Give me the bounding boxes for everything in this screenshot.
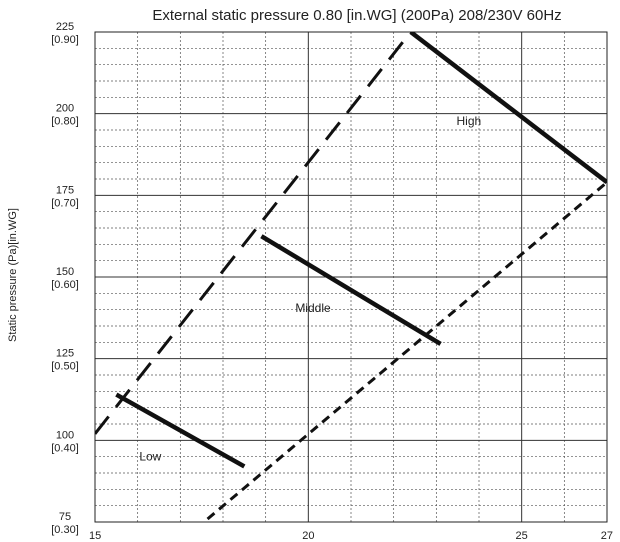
fan-line-middle	[260, 234, 442, 346]
y-tick-sublabel: [0.70]	[51, 197, 79, 209]
upper-limit-line	[95, 32, 412, 435]
fan-line-low	[115, 392, 246, 469]
major-grid	[95, 32, 607, 522]
x-tick-labels: 15 20 25 27	[89, 530, 613, 542]
y-tick-label: 75	[59, 511, 71, 523]
y-tick-label: 175	[56, 184, 74, 196]
fan-speed-lines	[115, 32, 607, 469]
fan-line-high	[409, 32, 607, 185]
y-tick-sublabel: [0.30]	[51, 524, 79, 536]
fan-label-middle: Middle	[295, 301, 331, 315]
y-tick-label: 150	[56, 266, 74, 278]
x-tick-label: 25	[516, 530, 528, 542]
lower-limit-line	[201, 181, 607, 522]
y-tick-sublabel: [0.60]	[51, 279, 79, 291]
y-tick-sublabel: [0.90]	[51, 34, 79, 46]
y-axis-label: Static pressure (Pa)[in.WG]	[7, 208, 19, 342]
limit-lines	[95, 32, 607, 522]
chart-title: External static pressure 0.80 [in.WG] (2…	[152, 7, 561, 24]
y-tick-sublabel: [0.40]	[51, 442, 79, 454]
y-tick-labels: 75[0.30]100[0.40]125[0.50]150[0.60]175[0…	[51, 21, 79, 536]
fan-label-high: High	[457, 114, 482, 128]
x-tick-label: 27	[601, 530, 613, 542]
x-tick-label: 15	[89, 530, 101, 542]
y-tick-sublabel: [0.50]	[51, 361, 79, 373]
fan-label-low: Low	[139, 450, 161, 464]
y-tick-sublabel: [0.80]	[51, 116, 79, 128]
x-tick-label: 20	[302, 530, 314, 542]
y-tick-label: 125	[56, 348, 74, 360]
y-tick-label: 100	[56, 429, 74, 441]
y-tick-label: 200	[56, 103, 74, 115]
plot-frame	[94, 31, 608, 523]
y-tick-label: 225	[56, 21, 74, 33]
